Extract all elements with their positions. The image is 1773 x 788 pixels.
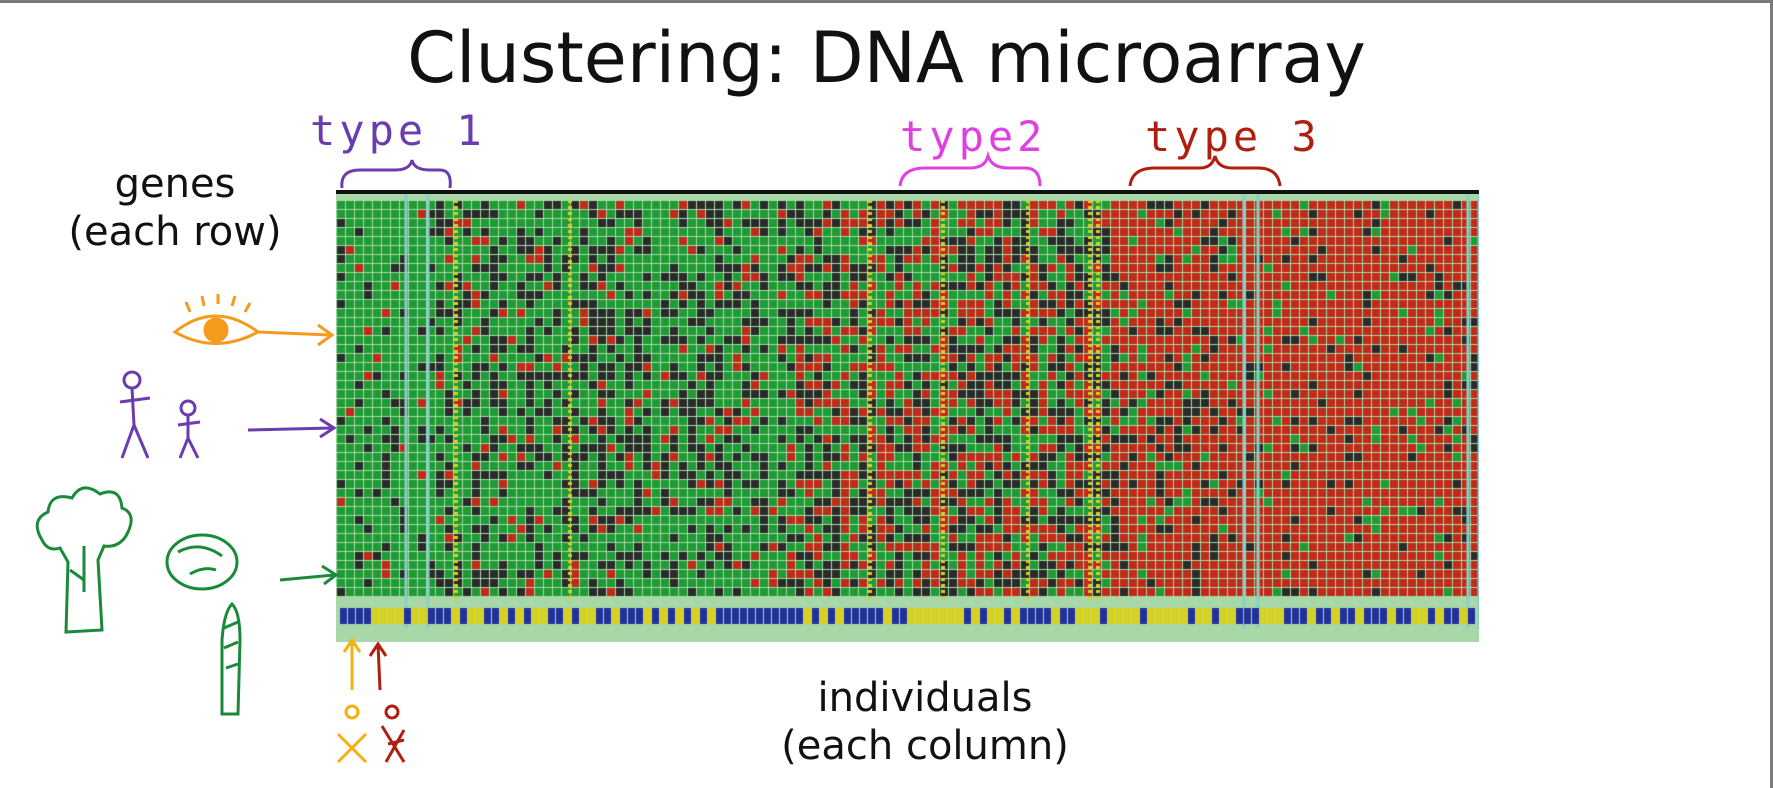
annotation-type-2: type2: [900, 112, 1047, 161]
right-border: [1770, 0, 1773, 788]
rows-label: genes (each row): [20, 160, 330, 256]
rows-label-line2: (each row): [68, 209, 282, 255]
microarray-heatmap: [336, 192, 1479, 642]
cols-label-line2: (each column): [781, 723, 1069, 769]
asparagus-icon: [220, 601, 242, 716]
eye-icon: [172, 294, 335, 347]
cabbage-icon: [165, 533, 339, 591]
top-border: [0, 0, 1773, 3]
people-icon: [119, 370, 337, 459]
person-icon-red: [368, 641, 406, 763]
columns-label: individuals (each column): [730, 674, 1120, 770]
rows-label-line1: genes: [114, 161, 236, 207]
cols-label-line1: individuals: [817, 675, 1033, 721]
person-icon: [336, 637, 368, 764]
slide-title: Clustering: DNA microarray: [407, 17, 1366, 99]
annotation-type-3: type 3: [1145, 112, 1321, 161]
broccoli-icon: [35, 486, 133, 634]
annotation-type-1: type 1: [310, 106, 486, 155]
type-1-brace: [340, 159, 452, 189]
